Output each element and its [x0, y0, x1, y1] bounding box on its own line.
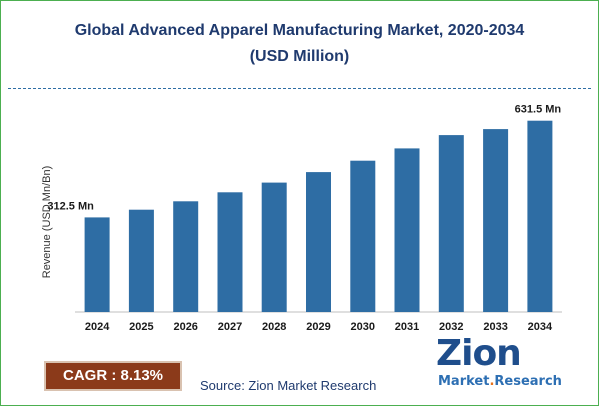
bar-2028: [261, 182, 287, 312]
bar-2024: [84, 217, 110, 312]
chart-subtitle: (USD Million): [249, 48, 350, 65]
data-label-2034: 631.5 Mn: [515, 104, 562, 116]
x-tick-label-2029: 2029: [306, 321, 330, 333]
x-tick-label-2025: 2025: [129, 321, 153, 333]
bar-2027: [217, 192, 243, 312]
bar-2032: [438, 135, 464, 312]
bar-2030: [350, 160, 376, 312]
bar-2029: [306, 172, 331, 312]
x-tick-label-2027: 2027: [218, 321, 242, 333]
x-tick-label-2030: 2030: [351, 321, 375, 333]
title-divider: [8, 88, 591, 89]
x-tick-label-2033: 2033: [483, 321, 507, 333]
logo-main: Zion: [436, 333, 522, 374]
logo-sub: Market.Research: [438, 374, 562, 389]
x-tick-label-2032: 2032: [439, 321, 463, 333]
data-label-2024: 312.5 Mn: [47, 200, 94, 212]
x-tick-label-2024: 2024: [85, 321, 110, 333]
bar-2025: [128, 209, 154, 312]
zion-logo: Zion Market.Research: [436, 333, 562, 396]
x-tick-label-2031: 2031: [395, 321, 419, 333]
x-tick-label-2026: 2026: [173, 321, 197, 333]
bar-2034: [527, 120, 553, 312]
cagr-badge: CAGR : 8.13%: [44, 361, 182, 391]
chart-title: Global Advanced Apparel Manufacturing Ma…: [74, 22, 525, 39]
y-axis-label: Revenue (USD Mn/Bn): [41, 166, 53, 279]
bar-2033: [483, 129, 509, 312]
x-tick-label-2028: 2028: [262, 321, 286, 333]
x-tick-label-2034: 2034: [528, 321, 553, 333]
bar-2031: [394, 148, 420, 312]
bar-2026: [173, 201, 199, 312]
source-text: Source: Zion Market Research: [200, 378, 377, 393]
